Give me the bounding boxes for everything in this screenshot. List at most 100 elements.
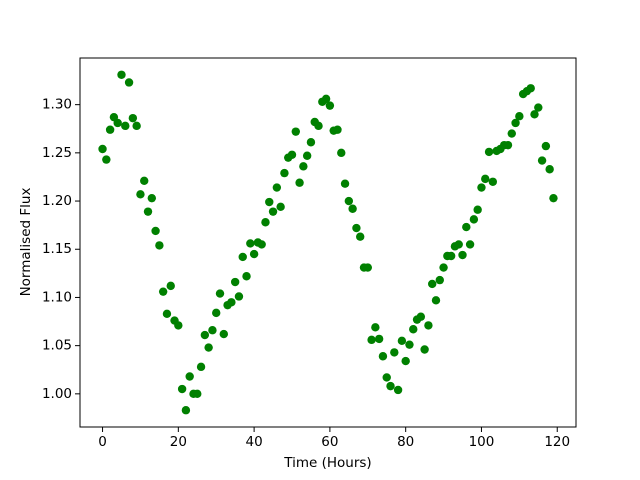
- point: [333, 125, 342, 134]
- point: [416, 312, 426, 321]
- point: [98, 144, 107, 154]
- point: [181, 406, 191, 415]
- point: [477, 183, 486, 192]
- point: [435, 275, 444, 285]
- x-tick-label: 100: [469, 434, 495, 450]
- point: [545, 165, 554, 174]
- point: [158, 287, 168, 296]
- x-tick-label: 0: [98, 434, 107, 450]
- point: [363, 263, 372, 272]
- point: [356, 232, 365, 241]
- point: [121, 121, 130, 131]
- point: [302, 151, 312, 160]
- point: [132, 121, 141, 131]
- point: [105, 125, 115, 134]
- y-tick-label: 1.30: [42, 97, 72, 113]
- x-tick-label: 120: [544, 434, 570, 450]
- point: [230, 277, 240, 287]
- point: [272, 183, 282, 192]
- point: [439, 263, 448, 272]
- point: [428, 279, 437, 289]
- point: [541, 141, 551, 151]
- point: [208, 326, 217, 335]
- point: [124, 78, 134, 87]
- point: [102, 155, 111, 164]
- y-tick-label: 1.15: [42, 241, 72, 257]
- point: [234, 292, 244, 301]
- point: [299, 162, 308, 171]
- x-tick-label: 20: [170, 434, 187, 450]
- x-tick-label: 80: [397, 434, 414, 450]
- point: [128, 113, 138, 123]
- point: [151, 226, 160, 236]
- point: [257, 240, 266, 249]
- point: [242, 272, 251, 281]
- point: [484, 147, 494, 157]
- point: [280, 168, 289, 178]
- point: [397, 336, 407, 346]
- y-tick-label: 1.20: [42, 193, 72, 209]
- point: [261, 218, 270, 227]
- point: [140, 176, 149, 186]
- point: [378, 352, 388, 361]
- point: [238, 252, 247, 262]
- point: [265, 197, 274, 207]
- point: [424, 321, 433, 330]
- point: [465, 240, 475, 249]
- point: [367, 335, 376, 345]
- point: [155, 241, 164, 250]
- point: [321, 94, 331, 104]
- point: [162, 309, 172, 319]
- point: [462, 222, 471, 232]
- point: [431, 296, 441, 305]
- point: [325, 101, 335, 110]
- point: [204, 343, 213, 352]
- point: [537, 156, 547, 165]
- point: [382, 373, 391, 382]
- point: [473, 205, 482, 214]
- point: [113, 118, 122, 128]
- point: [185, 372, 194, 381]
- point: [215, 289, 225, 298]
- point: [227, 298, 236, 307]
- point: [409, 325, 418, 334]
- point: [371, 323, 380, 332]
- point: [287, 150, 297, 159]
- point: [446, 251, 456, 261]
- point: [193, 389, 202, 399]
- point: [386, 381, 395, 391]
- point: [337, 148, 346, 158]
- point: [348, 204, 357, 213]
- point: [390, 348, 399, 357]
- point: [530, 110, 539, 119]
- x-tick-label: 40: [246, 434, 263, 450]
- point: [249, 249, 259, 259]
- point: [291, 127, 300, 136]
- y-tick-label: 1.05: [42, 338, 72, 354]
- point: [393, 385, 403, 395]
- point: [374, 334, 384, 344]
- point: [276, 202, 285, 212]
- x-tick-label: 60: [321, 434, 338, 450]
- y-tick-label: 1.00: [42, 386, 72, 402]
- point: [401, 356, 410, 366]
- y-tick-label: 1.10: [42, 289, 72, 305]
- point: [405, 340, 414, 349]
- point: [177, 384, 187, 394]
- point: [166, 281, 175, 291]
- point: [200, 330, 210, 340]
- point: [503, 140, 513, 150]
- point: [143, 207, 153, 216]
- point: [534, 103, 543, 112]
- point: [136, 190, 145, 199]
- point: [469, 215, 479, 224]
- point: [295, 178, 304, 187]
- plot-frame: [79, 57, 577, 428]
- point: [420, 345, 429, 354]
- point: [147, 193, 157, 203]
- x-axis-label: Time (Hours): [283, 455, 371, 471]
- point: [454, 240, 463, 249]
- point: [458, 250, 467, 260]
- y-tick-label: 1.25: [42, 145, 72, 161]
- point: [526, 84, 535, 93]
